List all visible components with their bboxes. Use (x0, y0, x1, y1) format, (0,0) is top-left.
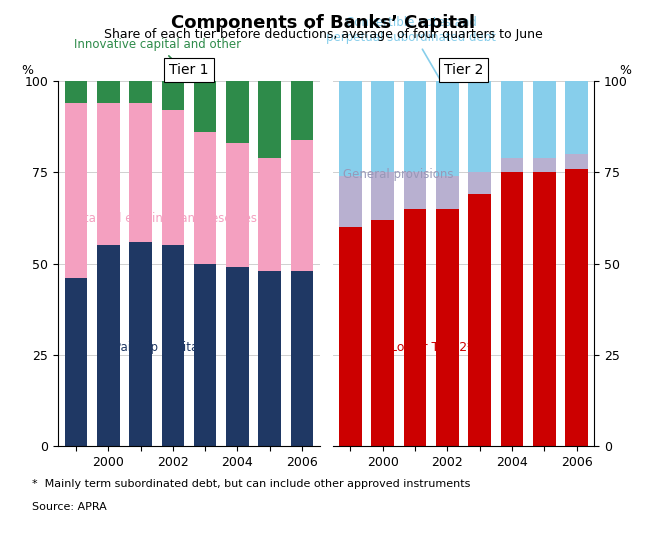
Bar (162, 246, 184, 446)
Bar (97, 103, 120, 246)
Bar (129, 103, 152, 242)
Bar (97, 81, 120, 103)
Bar (501, 173, 523, 446)
Bar (291, 81, 313, 140)
Bar (436, 209, 459, 446)
Bar (501, 81, 523, 158)
Bar (65, 278, 87, 446)
Bar (129, 81, 152, 103)
Bar (291, 271, 313, 446)
Bar (258, 81, 281, 158)
Bar (129, 242, 152, 446)
Text: Components of Banks’ Capital: Components of Banks’ Capital (171, 14, 475, 31)
Text: Source: APRA: Source: APRA (32, 502, 107, 512)
Bar (258, 271, 281, 446)
Bar (533, 81, 556, 158)
Bar (404, 209, 426, 446)
Bar (565, 169, 588, 446)
Bar (468, 194, 491, 446)
Bar (468, 173, 491, 194)
Text: Innovative capital and other: Innovative capital and other (74, 38, 241, 89)
Text: *  Mainly term subordinated debt, but can include other approved instruments: * Mainly term subordinated debt, but can… (32, 479, 471, 489)
Bar (194, 81, 216, 132)
Bar (501, 158, 523, 173)
Bar (258, 158, 281, 271)
Bar (162, 110, 184, 246)
Bar (194, 264, 216, 446)
Bar (404, 81, 426, 173)
Bar (371, 81, 394, 173)
Text: Convertible notes and
perpetual subordinated debt: Convertible notes and perpetual subordin… (326, 16, 496, 88)
Bar (226, 81, 249, 143)
Bar (533, 158, 556, 173)
Bar (65, 81, 87, 103)
Bar (371, 173, 394, 220)
Bar (468, 81, 491, 173)
Text: %: % (619, 64, 631, 77)
Bar (226, 267, 249, 446)
Bar (291, 140, 313, 271)
Bar (565, 154, 588, 169)
Bar (404, 173, 426, 209)
Bar (339, 176, 362, 227)
Bar (65, 103, 87, 278)
Bar (339, 227, 362, 446)
Bar (436, 81, 459, 176)
Title: Tier 2: Tier 2 (444, 63, 483, 77)
Text: Retained earnings and reserves: Retained earnings and reserves (68, 212, 256, 225)
Text: Share of each tier before deductions, average of four quarters to June: Share of each tier before deductions, av… (103, 28, 543, 41)
Bar (371, 220, 394, 446)
Bar (533, 173, 556, 446)
Bar (162, 81, 184, 110)
Title: Tier 1: Tier 1 (169, 63, 209, 77)
Text: Lower Tier 2*: Lower Tier 2* (390, 341, 474, 354)
Text: General provisions: General provisions (343, 168, 453, 181)
Bar (194, 132, 216, 264)
Text: %: % (21, 64, 34, 77)
Bar (565, 81, 588, 154)
Text: Paid-up capital: Paid-up capital (114, 341, 202, 354)
Bar (339, 81, 362, 176)
Bar (226, 143, 249, 267)
Bar (97, 246, 120, 446)
Bar (436, 176, 459, 209)
